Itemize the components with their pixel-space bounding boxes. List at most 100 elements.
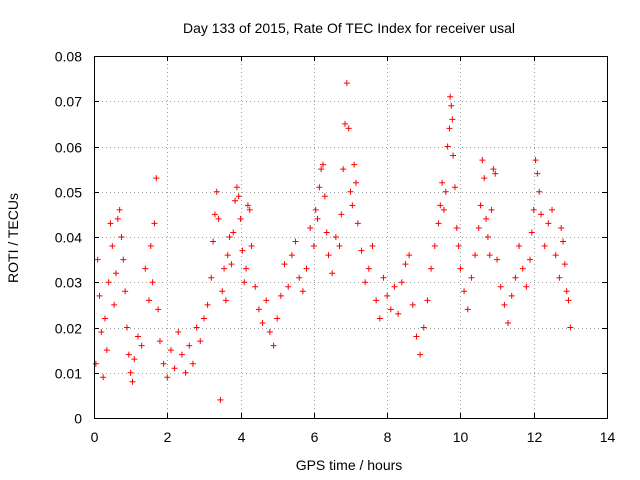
x-tick-label: 8 xyxy=(384,429,392,445)
data-point xyxy=(380,274,387,281)
data-point xyxy=(123,324,130,331)
data-point xyxy=(468,274,475,281)
data-point xyxy=(96,292,103,299)
data-point xyxy=(512,274,519,281)
data-point xyxy=(523,283,530,290)
data-point xyxy=(369,243,376,250)
data-point xyxy=(558,224,565,231)
y-tick-label: 0 xyxy=(74,411,82,427)
data-point xyxy=(439,179,446,186)
x-axis-label: GPS time / hours xyxy=(296,457,403,473)
data-point xyxy=(519,265,526,272)
y-axis-label: ROTI / TECUs xyxy=(5,193,21,283)
data-point xyxy=(94,256,101,263)
data-point xyxy=(417,351,424,358)
data-point xyxy=(448,102,455,109)
data-point xyxy=(565,297,572,304)
data-point xyxy=(235,193,242,200)
data-point xyxy=(321,193,328,200)
data-point xyxy=(453,224,460,231)
data-point xyxy=(492,170,499,177)
data-point xyxy=(288,252,295,259)
data-point xyxy=(320,161,327,168)
data-point xyxy=(224,252,231,259)
data-point xyxy=(112,270,119,277)
data-point xyxy=(241,279,248,286)
data-point xyxy=(204,301,211,308)
x-tick-label: 2 xyxy=(164,429,172,445)
data-point xyxy=(450,152,457,159)
data-point xyxy=(362,279,369,286)
x-tick-label: 4 xyxy=(238,429,246,445)
data-point xyxy=(101,315,108,322)
data-point xyxy=(164,374,171,381)
data-point xyxy=(111,301,118,308)
data-point xyxy=(153,175,160,182)
data-point xyxy=(365,265,372,272)
y-tick-label: 0.03 xyxy=(55,275,82,291)
data-point xyxy=(449,116,456,123)
data-point xyxy=(226,234,233,240)
data-point xyxy=(122,288,129,295)
data-point xyxy=(545,220,552,227)
data-point xyxy=(145,297,152,304)
data-point xyxy=(252,283,259,290)
data-point xyxy=(131,356,138,363)
data-point xyxy=(156,338,163,345)
data-point xyxy=(484,234,491,240)
data-point xyxy=(481,175,488,182)
x-tick-label: 12 xyxy=(527,429,543,445)
data-point xyxy=(541,243,548,250)
data-point xyxy=(316,184,323,191)
y-tick-label: 0.05 xyxy=(55,185,82,201)
grid-lines xyxy=(94,56,607,418)
data-point xyxy=(501,301,508,308)
data-point xyxy=(342,120,349,127)
data-point xyxy=(138,342,145,349)
data-point xyxy=(292,238,299,245)
data-point xyxy=(281,261,288,268)
data-point xyxy=(120,256,127,263)
data-point xyxy=(129,378,136,385)
data-point xyxy=(461,288,468,295)
data-point xyxy=(338,211,345,218)
data-point xyxy=(197,338,204,345)
data-point xyxy=(92,360,99,367)
data-point xyxy=(100,374,107,381)
data-point xyxy=(149,279,156,286)
data-point xyxy=(151,220,158,227)
data-point xyxy=(358,247,365,254)
data-point xyxy=(464,306,471,313)
data-point xyxy=(352,179,359,186)
data-point xyxy=(376,315,383,322)
data-point xyxy=(167,347,174,354)
data-point xyxy=(349,202,356,209)
y-tick-label: 0.02 xyxy=(55,321,82,337)
data-point xyxy=(552,252,559,259)
data-point xyxy=(175,329,182,336)
data-point xyxy=(340,166,347,173)
data-point xyxy=(451,184,458,191)
chart-title: Day 133 of 2015, Rate Of TEC Index for r… xyxy=(183,20,515,36)
data-point xyxy=(409,301,416,308)
data-point xyxy=(505,319,512,326)
y-tick-label: 0.04 xyxy=(55,230,82,246)
x-tick-label: 6 xyxy=(311,429,319,445)
data-point xyxy=(508,292,515,299)
data-point xyxy=(210,238,217,245)
data-point xyxy=(351,161,358,168)
data-point xyxy=(516,243,523,250)
data-point xyxy=(134,333,141,340)
data-point xyxy=(307,224,314,231)
data-point xyxy=(479,157,486,164)
y-axis-ticks: 0 0.01 0.02 0.03 0.04 0.05 0.06 0.07 0.08 xyxy=(55,49,607,427)
data-point xyxy=(444,143,451,150)
data-point xyxy=(325,252,332,259)
data-point xyxy=(299,288,306,295)
data-point xyxy=(446,125,453,132)
data-point xyxy=(116,206,123,213)
data-point xyxy=(332,234,339,240)
data-point xyxy=(477,202,484,209)
data-point xyxy=(246,206,253,213)
data-point xyxy=(549,206,556,213)
